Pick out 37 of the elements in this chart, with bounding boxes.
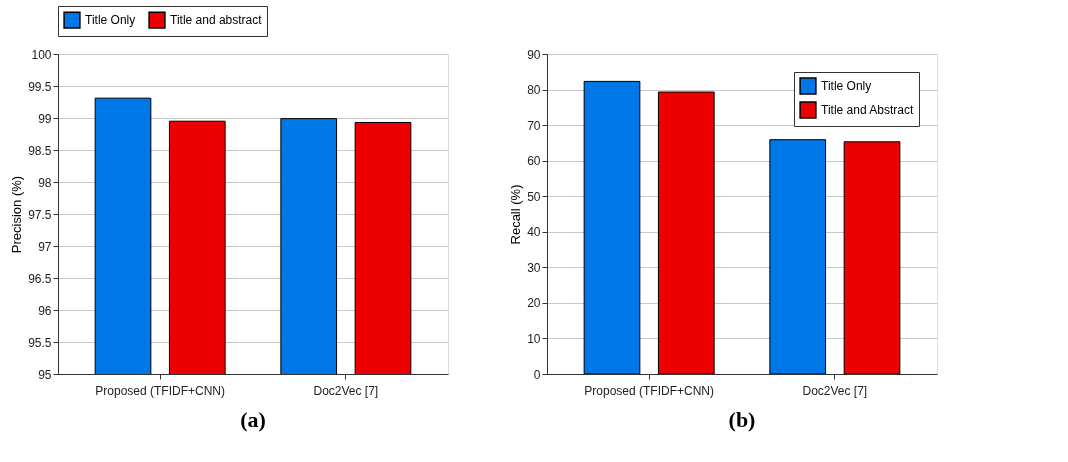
text: (a) (240, 407, 266, 432)
legend-label: Title and abstract (170, 13, 263, 28)
y-axis-title: Precision (%) (9, 175, 25, 254)
bar (769, 139, 827, 374)
bar (583, 80, 641, 374)
y-tick-label: 40 (527, 225, 541, 240)
y-tick-label: 98.5 (28, 143, 52, 158)
y-tick-label: 20 (527, 296, 541, 311)
y-tick-label: 60 (527, 154, 541, 169)
y-tick-label: 98 (38, 175, 52, 190)
y-tick-label: 95 (38, 367, 52, 382)
y-tick-label: 100 (31, 47, 52, 62)
y-tick-label: 80 (527, 83, 541, 98)
y-tick-label: 95.5 (28, 335, 52, 350)
y-tick-label: 0 (533, 367, 541, 382)
text: (b) (728, 407, 756, 432)
y-tick-label: 30 (527, 260, 541, 275)
y-tick-label: 10 (527, 331, 541, 346)
x-tick-label: Proposed (TFIDF+CNN) (95, 383, 225, 398)
y-tick-label: 90 (527, 47, 541, 62)
bar (657, 91, 715, 374)
y-tick-label: 97.5 (28, 207, 52, 222)
x-tick-label: Proposed (TFIDF+CNN) (584, 383, 714, 398)
x-tick-label: Doc2Vec [7] (802, 383, 868, 398)
legend-label: Title Only (821, 79, 872, 93)
legend-label: Title Only (85, 13, 136, 28)
y-tick-label: 96.5 (28, 271, 52, 286)
legend-label: Title and Abstract (821, 103, 914, 117)
y-tick-label: 96 (38, 303, 52, 318)
y-tick-label: 50 (527, 189, 541, 204)
y-tick-label: 99.5 (28, 79, 52, 94)
y-axis-title: Recall (%) (508, 184, 524, 245)
bar (843, 141, 901, 374)
y-tick-label: 70 (527, 118, 541, 133)
y-tick-label: 99 (38, 111, 52, 126)
x-tick-label: Doc2Vec [7] (313, 383, 379, 398)
y-tick-label: 97 (38, 239, 52, 254)
